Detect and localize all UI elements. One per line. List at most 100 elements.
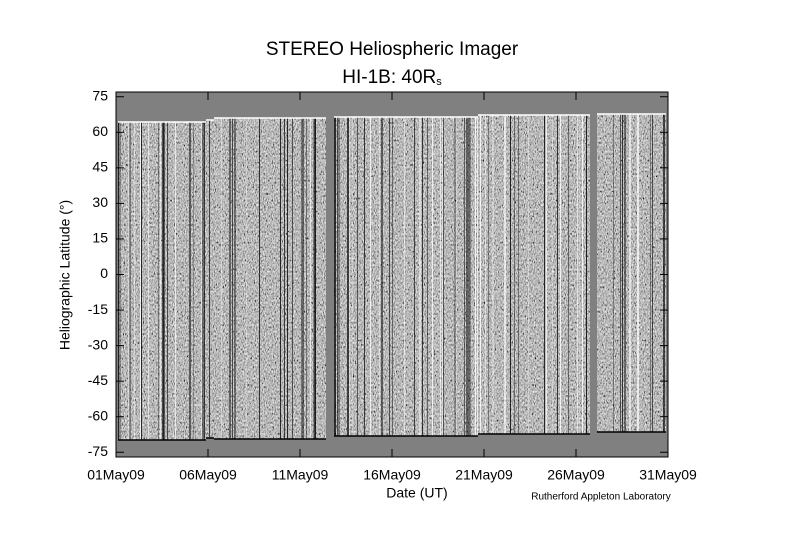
image-stripe	[246, 118, 247, 439]
subtitle-subscript: s	[436, 76, 442, 88]
image-stripe	[128, 122, 130, 440]
image-stripe	[280, 118, 281, 439]
image-stripe	[560, 115, 561, 434]
y-tick-label: 45	[92, 159, 108, 175]
y-tick-label: -15	[88, 301, 108, 317]
image-stripe	[347, 117, 349, 436]
image-stripe	[443, 117, 444, 436]
image-stripe	[637, 114, 639, 432]
x-axis-label: Date (UT)	[386, 485, 447, 501]
image-stripe	[480, 115, 481, 434]
image-stripe	[189, 122, 191, 440]
image-stripe	[454, 117, 456, 436]
image-stripe	[129, 122, 131, 440]
y-tick-label: -30	[88, 336, 108, 352]
image-stripe	[456, 117, 457, 436]
image-stripe	[221, 118, 222, 439]
image-stripe	[148, 122, 149, 440]
image-stripe	[134, 122, 135, 440]
image-stripe	[419, 117, 421, 436]
image-stripe	[504, 115, 506, 434]
image-stripe	[414, 117, 415, 436]
image-stripe	[229, 118, 231, 439]
image-stripe	[292, 118, 293, 439]
image-stripe	[259, 118, 260, 439]
image-stripe	[389, 117, 390, 436]
image-stripe	[518, 115, 519, 434]
image-stripe	[468, 117, 470, 436]
image-stripe	[422, 117, 423, 436]
image-stripe	[613, 114, 614, 432]
x-tick-label: 06May09	[179, 467, 237, 483]
image-stripe	[357, 117, 358, 436]
image-stripe	[352, 117, 353, 436]
image-stripe	[629, 114, 631, 432]
image-stripe	[485, 115, 486, 434]
image-stripe	[440, 117, 441, 436]
image-stripe	[175, 122, 176, 440]
image-stripe	[364, 117, 365, 436]
x-tick-label: 16May09	[363, 467, 421, 483]
y-tick-label: 15	[92, 230, 108, 246]
image-stripe	[652, 114, 653, 432]
image-stripe	[310, 118, 311, 439]
image-stripe	[160, 122, 161, 440]
image-stripe	[140, 122, 141, 440]
image-stripe	[545, 115, 547, 434]
image-stripe	[475, 117, 476, 436]
image-stripe	[488, 115, 489, 434]
image-stripe	[477, 117, 478, 436]
image-stripe	[582, 115, 583, 434]
image-stripe	[337, 117, 338, 436]
credit: Rutherford Appleton Laboratory	[531, 492, 671, 503]
subtitle-text: HI-1B: 40R	[342, 67, 436, 88]
image-stripe	[167, 122, 168, 440]
image-stripe	[370, 117, 371, 436]
image-stripe	[586, 115, 587, 434]
image-stripe	[514, 115, 515, 434]
image-stripe	[464, 117, 465, 436]
image-stripe	[557, 115, 558, 434]
image-stripe	[432, 117, 433, 436]
image-stripe	[379, 117, 380, 436]
image-stripe	[302, 118, 304, 439]
image-stripe	[118, 122, 119, 440]
image-stripe	[209, 120, 210, 438]
image-stripe	[232, 118, 233, 439]
image-stripe	[470, 117, 471, 436]
image-texture	[478, 115, 590, 434]
image-stripe	[193, 122, 194, 440]
image-stripe	[141, 122, 142, 440]
image-stripe	[306, 118, 307, 439]
image-stripe	[528, 115, 529, 434]
y-tick-label: 30	[92, 194, 108, 210]
image-stripe	[620, 114, 621, 432]
image-stripe	[663, 114, 665, 432]
image-stripe	[577, 115, 578, 434]
image-stripe	[202, 122, 204, 440]
image-stripe	[301, 118, 302, 439]
y-tick-label: -75	[88, 443, 108, 459]
x-tick-label: 11May09	[272, 467, 329, 483]
image-stripe	[349, 117, 350, 436]
image-stripe	[284, 118, 285, 439]
y-tick-label: 0	[100, 265, 108, 281]
image-stripe	[552, 115, 553, 434]
image-stripe	[163, 122, 165, 440]
image-stripe	[287, 118, 288, 439]
y-tick-label: 60	[92, 123, 108, 139]
x-tick-label: 26May09	[547, 467, 605, 483]
image-stripe	[442, 117, 443, 436]
y-tick-label: -60	[88, 407, 108, 423]
image-stripe	[650, 114, 651, 432]
image-stripe	[315, 118, 316, 439]
image-stripe	[392, 117, 393, 436]
image-stripe	[510, 115, 511, 434]
image-stripe	[404, 117, 405, 436]
image-stripe	[568, 115, 569, 434]
image-stripe	[466, 117, 468, 436]
chart-title: STEREO Heliospheric Imager	[266, 39, 519, 60]
y-tick-label: 75	[92, 87, 108, 103]
image-stripe	[579, 115, 580, 434]
